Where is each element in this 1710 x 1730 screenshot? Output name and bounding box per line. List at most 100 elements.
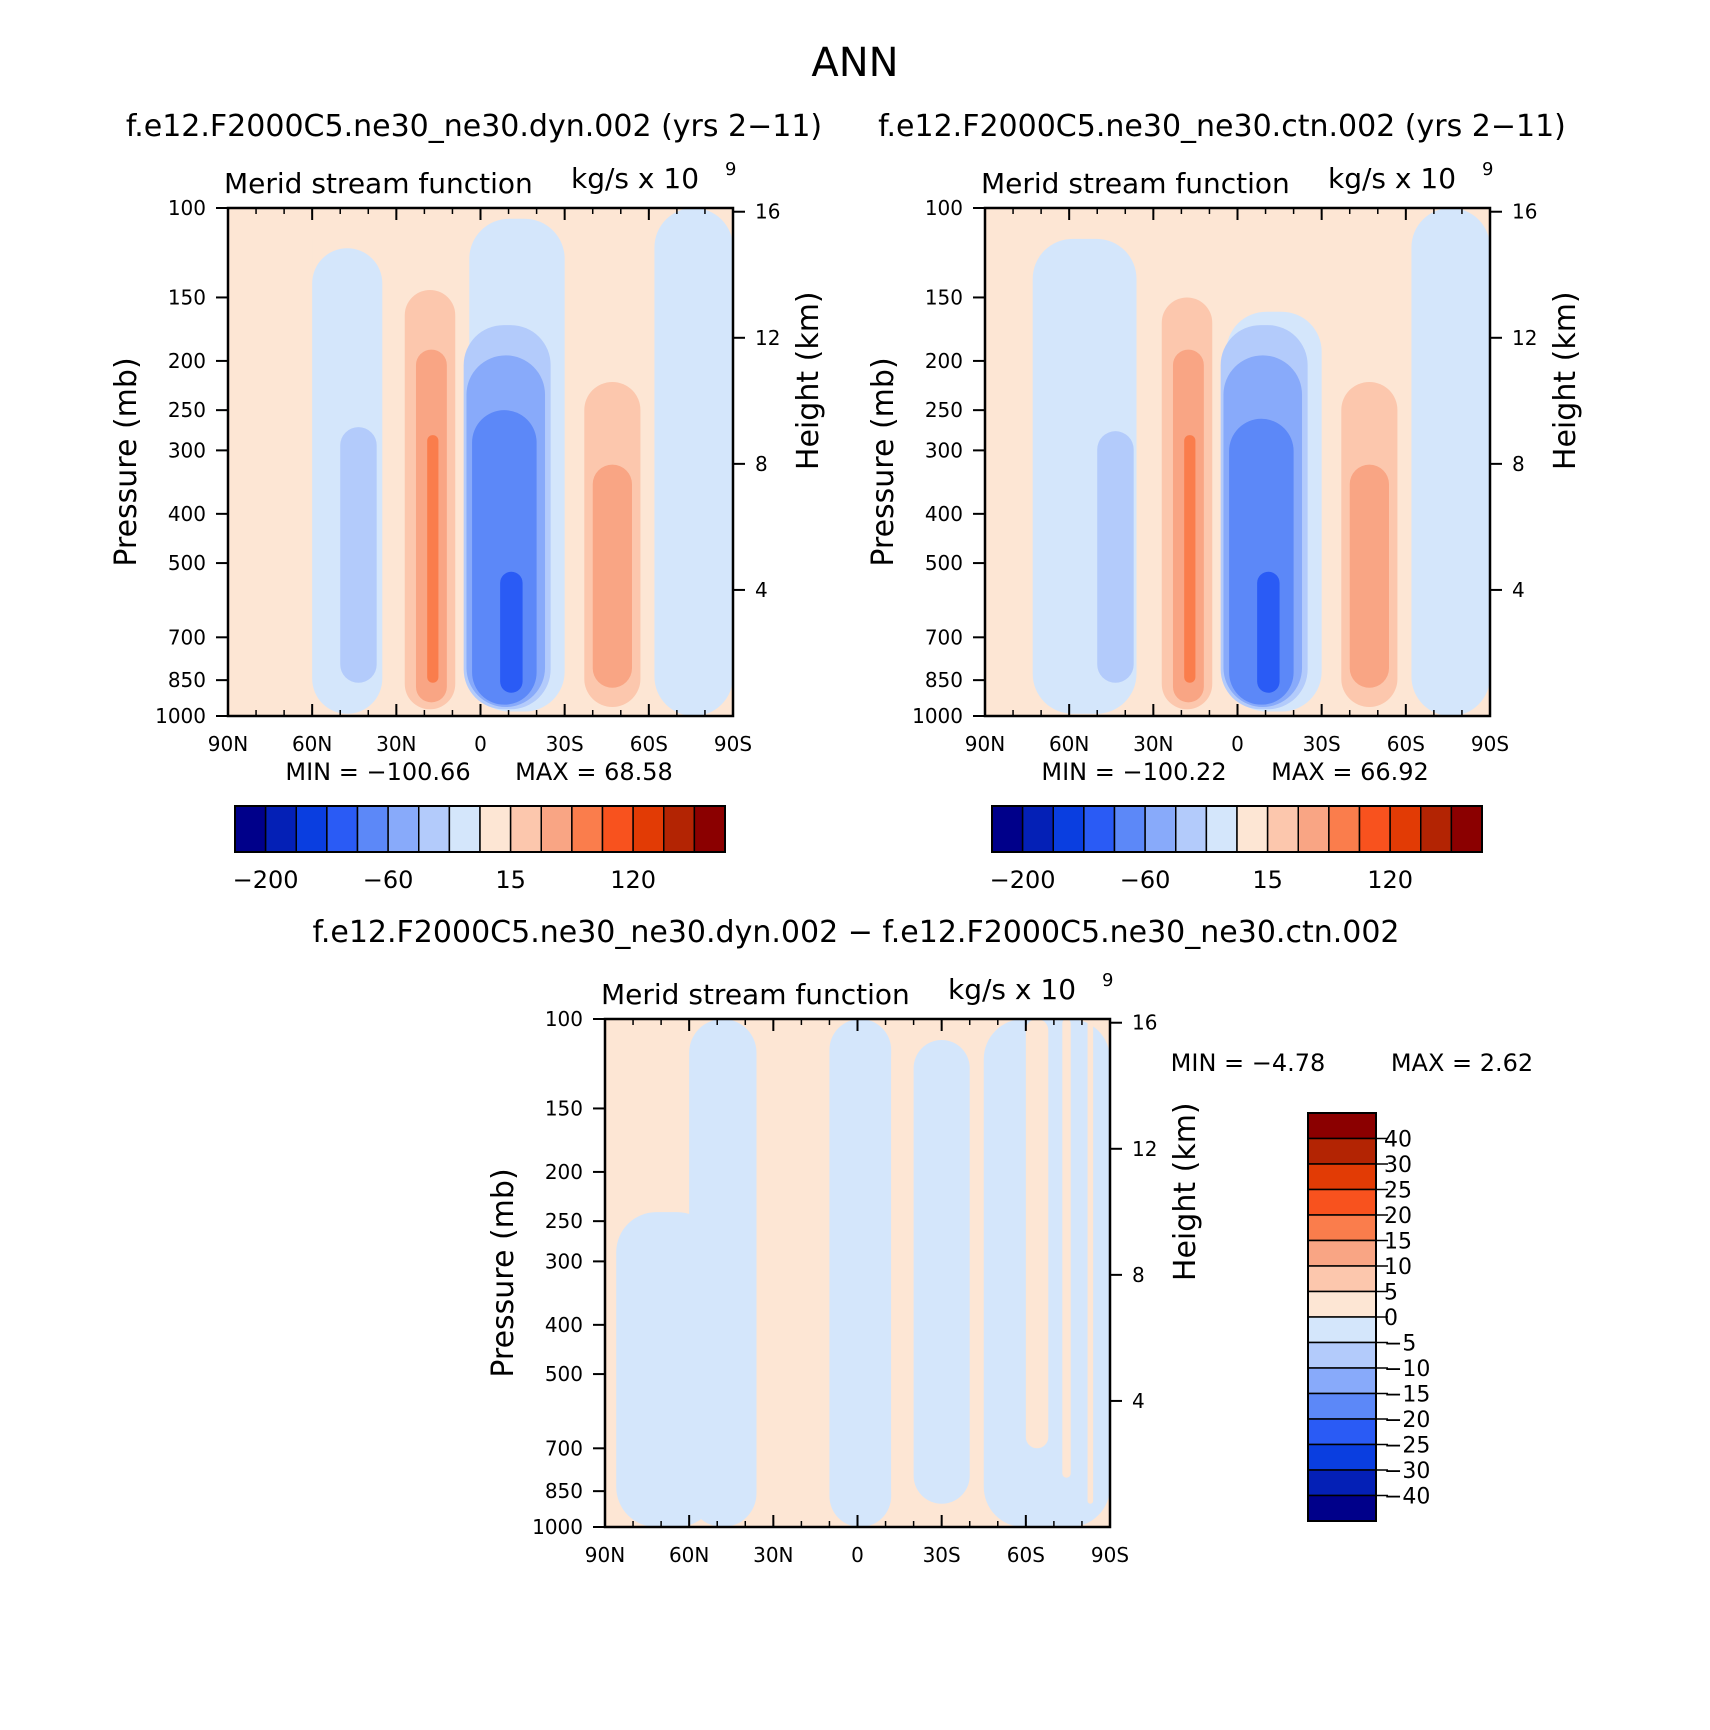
contour-cell bbox=[654, 208, 733, 716]
dyn-panel: 90N 60N 30N 0 30S 60S 90S 100 150 200 250 300 400 500… bbox=[109, 159, 826, 894]
contour-cell bbox=[829, 1019, 892, 1527]
y-tick-label: 400 bbox=[545, 1313, 583, 1337]
y-tick-label: 300 bbox=[925, 438, 963, 462]
x-tick-label: 30N bbox=[376, 732, 416, 756]
y-tick-label: 500 bbox=[545, 1362, 583, 1386]
x-tick-label: 90N bbox=[585, 1543, 625, 1567]
y2-tick-label: 16 bbox=[1132, 1011, 1157, 1035]
contour-cell bbox=[1349, 464, 1389, 688]
x-tick-label: 0 bbox=[851, 1543, 864, 1567]
y2-tick-label: 12 bbox=[755, 326, 780, 350]
x-tick-label: 90S bbox=[714, 732, 752, 756]
contour-cell bbox=[762, 1136, 779, 1276]
contour-cell bbox=[1025, 1019, 1049, 1449]
min-value-label: MIN = −4.78 bbox=[1171, 1049, 1326, 1077]
min-value-label: MIN = −100.66 bbox=[285, 758, 470, 786]
y2-axis-label: Height (km) bbox=[1168, 1102, 1203, 1281]
y-tick-label: 500 bbox=[925, 551, 963, 575]
contour-layer bbox=[250, 208, 733, 716]
colorbar-box bbox=[234, 805, 267, 853]
colorbar-label: 5 bbox=[1384, 1281, 1398, 1306]
y2-tick-label: 4 bbox=[1512, 578, 1525, 602]
x-tick-label: 30S bbox=[546, 732, 584, 756]
colorbar-label: −5 bbox=[1384, 1332, 1416, 1357]
contour-cell bbox=[913, 1040, 970, 1504]
y-axis-label: Pressure (mb) bbox=[109, 357, 144, 566]
colorbar-box bbox=[1021, 805, 1054, 853]
contour-cell bbox=[250, 208, 313, 716]
x-tick-label: 30S bbox=[923, 1543, 961, 1567]
units-exponent: 9 bbox=[1102, 970, 1113, 991]
max-value-label: MAX = 66.92 bbox=[1271, 758, 1429, 786]
x-tick-label: 60S bbox=[1007, 1543, 1045, 1567]
y-tick-label: 850 bbox=[925, 668, 963, 692]
colorbar-box bbox=[1236, 805, 1269, 853]
contour-cell bbox=[689, 1019, 757, 1527]
colorbar-frame bbox=[234, 805, 726, 853]
contour-cell bbox=[500, 571, 523, 693]
colorbar-label: −200 bbox=[990, 866, 1056, 894]
contour-cell bbox=[1411, 208, 1490, 716]
colorbar-label: −15 bbox=[1384, 1383, 1430, 1408]
y-tick-label: 100 bbox=[168, 196, 206, 220]
x-tick-label: 0 bbox=[474, 732, 487, 756]
colorbar-label: −60 bbox=[1120, 866, 1171, 894]
colorbar-box bbox=[1307, 1214, 1377, 1242]
colorbar-label: 120 bbox=[1367, 866, 1413, 894]
colorbar-box bbox=[663, 805, 696, 853]
y2-tick-label: 8 bbox=[1132, 1263, 1145, 1287]
y-tick-label: 150 bbox=[925, 285, 963, 309]
y-tick-label: 250 bbox=[925, 398, 963, 422]
colorbar-box bbox=[356, 805, 389, 853]
colorbar-box bbox=[1307, 1443, 1377, 1471]
y-tick-label: 700 bbox=[168, 625, 206, 649]
colorbar-label: 15 bbox=[1384, 1230, 1412, 1255]
colorbar-box bbox=[326, 805, 359, 853]
colorbar-box bbox=[264, 805, 297, 853]
colorbar-box bbox=[693, 805, 726, 853]
colorbar-label: −40 bbox=[1384, 1485, 1430, 1510]
contour-layer bbox=[605, 1019, 1110, 1527]
y-tick-label: 1000 bbox=[912, 704, 963, 728]
y-tick-label: 700 bbox=[545, 1436, 583, 1460]
y-axis-label: Pressure (mb) bbox=[866, 357, 901, 566]
colorbar-box bbox=[1307, 1290, 1377, 1318]
contour-cell bbox=[1062, 1019, 1071, 1478]
x-tick-label: 90N bbox=[208, 732, 248, 756]
y2-tick-label: 4 bbox=[1132, 1389, 1145, 1413]
colorbar-box bbox=[1389, 805, 1422, 853]
difference-panel-title: f.e12.F2000C5.ne30_ne30.dyn.002 − f.e12.… bbox=[312, 915, 1399, 950]
colorbar-box bbox=[1450, 805, 1483, 853]
x-tick-label: 60N bbox=[1049, 732, 1089, 756]
colorbar-box bbox=[1113, 805, 1146, 853]
colorbar-box bbox=[1266, 805, 1299, 853]
min-value-label: MIN = −100.22 bbox=[1041, 758, 1226, 786]
x-tick-label: 30N bbox=[1133, 732, 1173, 756]
y-tick-label: 500 bbox=[168, 551, 206, 575]
colorbar-box bbox=[479, 805, 512, 853]
colorbar-label: 120 bbox=[610, 866, 656, 894]
colorbar-box bbox=[295, 805, 328, 853]
x-tick-label: 0 bbox=[1231, 732, 1244, 756]
colorbar-box bbox=[1307, 1137, 1377, 1165]
colorbar-box bbox=[1307, 1341, 1377, 1369]
colorbar-box bbox=[1307, 1239, 1377, 1267]
y2-tick-label: 8 bbox=[1512, 452, 1525, 476]
contour-cell bbox=[1257, 571, 1280, 693]
colorbar-box bbox=[1307, 1163, 1377, 1191]
y2-tick-label: 4 bbox=[755, 578, 768, 602]
x-tick-label: 60N bbox=[292, 732, 332, 756]
colorbar-box bbox=[1307, 1265, 1377, 1293]
x-tick-label: 30N bbox=[753, 1543, 793, 1567]
main-title: ANN bbox=[811, 40, 898, 86]
y-tick-label: 300 bbox=[545, 1249, 583, 1273]
y-tick-label: 400 bbox=[168, 502, 206, 526]
panel-title: Merid stream function bbox=[981, 167, 1290, 200]
y2-tick-label: 12 bbox=[1132, 1137, 1157, 1161]
y-tick-label: 850 bbox=[168, 668, 206, 692]
y2-tick-label: 8 bbox=[755, 452, 768, 476]
colorbar-label: −30 bbox=[1384, 1459, 1430, 1484]
x-tick-label: 90S bbox=[1091, 1543, 1129, 1567]
units-exponent: 9 bbox=[1482, 159, 1493, 180]
y-tick-label: 850 bbox=[545, 1479, 583, 1503]
